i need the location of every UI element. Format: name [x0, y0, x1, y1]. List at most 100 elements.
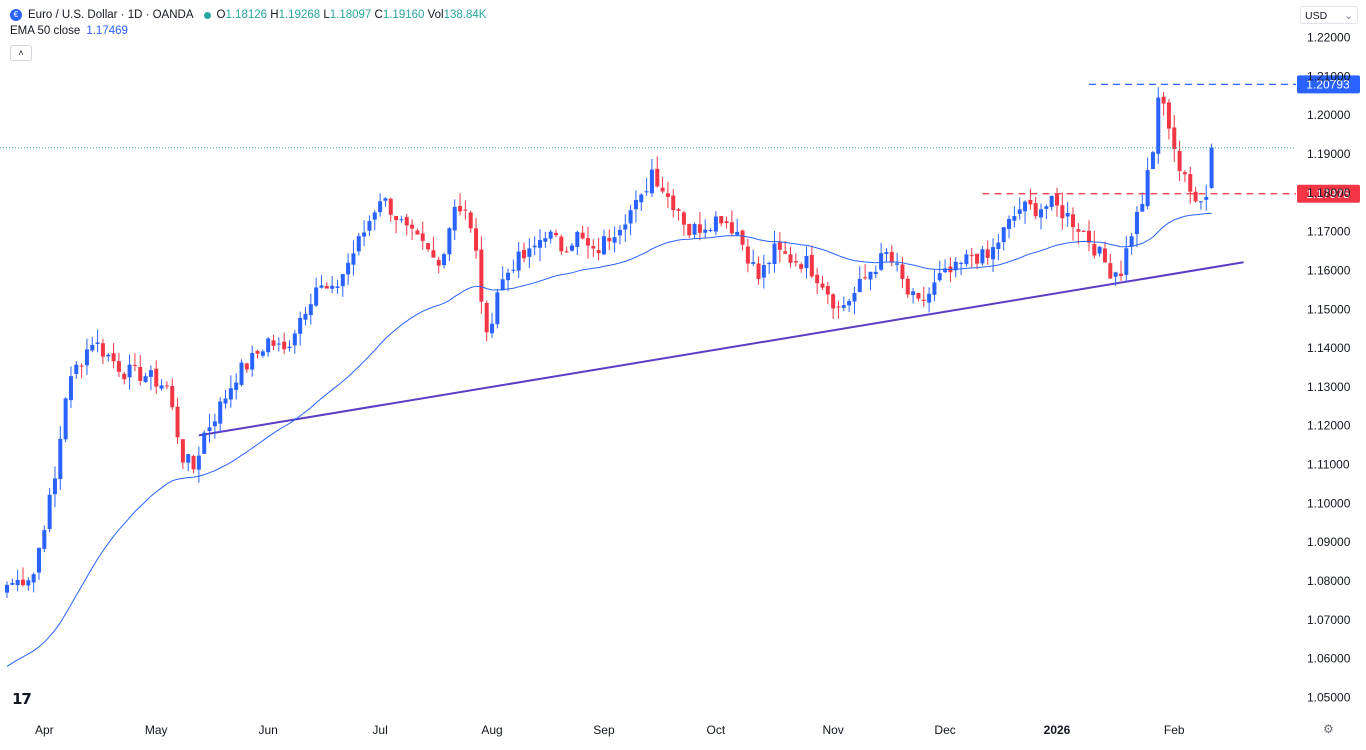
candle-body: [31, 574, 36, 583]
candle-body: [415, 230, 420, 235]
candle: [474, 218, 479, 259]
candle-body: [5, 584, 9, 593]
candle-body: [1071, 214, 1075, 228]
candle: [1012, 206, 1017, 228]
candle: [1129, 232, 1134, 255]
candle-body: [170, 385, 175, 408]
candle: [607, 229, 612, 251]
currency-selector[interactable]: USD ⌄: [1300, 6, 1358, 24]
candle: [793, 253, 798, 267]
candle-body: [58, 438, 63, 480]
y-axis-tick-label: 1.06000: [1307, 652, 1351, 666]
candle: [1193, 186, 1198, 203]
candle: [250, 345, 255, 377]
candle-body: [1097, 246, 1102, 254]
candle-body: [777, 241, 782, 250]
candle-body: [298, 317, 303, 334]
candle: [884, 248, 889, 263]
candle: [905, 275, 910, 298]
y-axis-tick-label: 1.05000: [1307, 690, 1351, 704]
candle-body: [1060, 205, 1065, 219]
candle: [490, 312, 495, 338]
candle-body: [303, 313, 308, 320]
candle-body: [431, 250, 436, 258]
candle: [228, 375, 233, 408]
ascending-trendline: [198, 261, 1244, 437]
candle-body: [212, 421, 217, 427]
candle-body: [474, 228, 479, 251]
candle-body: [90, 344, 95, 351]
candle-body: [68, 376, 73, 401]
currency-value: USD: [1305, 10, 1328, 22]
candle-body: [585, 238, 590, 246]
candle: [298, 311, 303, 346]
candle-body: [809, 254, 814, 277]
candle: [143, 372, 148, 383]
candle-body: [1028, 199, 1033, 205]
candle: [218, 397, 223, 433]
candle-body: [788, 254, 793, 263]
candle-body: [447, 228, 452, 255]
y-axis-tick-label: 1.13000: [1307, 380, 1351, 394]
candle: [90, 336, 95, 353]
x-axis-tick-label: Jul: [372, 723, 387, 737]
resistance-price-label: 1.20793: [1306, 77, 1350, 91]
candle: [900, 257, 905, 289]
gear-icon[interactable]: ⚙: [1323, 722, 1334, 736]
tradingview-logo[interactable]: 17: [12, 690, 32, 708]
candle-body: [1134, 211, 1139, 234]
candle: [1166, 98, 1171, 140]
candle-body: [575, 231, 580, 247]
low-label: L: [323, 9, 330, 21]
candle-body: [479, 249, 484, 302]
candle: [873, 265, 878, 278]
candle-body: [607, 237, 612, 242]
candle-body: [985, 249, 990, 258]
candle: [788, 246, 793, 268]
market-status-icon: [203, 11, 211, 19]
candle-body: [223, 398, 228, 404]
candle-body: [202, 432, 207, 454]
candle: [468, 210, 473, 233]
candle-body: [847, 301, 852, 306]
symbol-title[interactable]: Euro / U.S. Dollar · 1D · OANDA: [28, 9, 194, 21]
candle: [857, 266, 862, 293]
candle-body: [820, 283, 825, 288]
low-value: 1.18097: [329, 9, 372, 21]
y-axis-tick-label: 1.15000: [1307, 302, 1351, 316]
candle-body: [228, 388, 233, 400]
candle: [937, 260, 942, 282]
candle: [372, 210, 377, 231]
collapse-legend-button[interactable]: ˄: [10, 45, 32, 61]
candle: [553, 229, 558, 238]
x-axis-tick-label: Dec: [934, 723, 955, 737]
candle-body: [804, 256, 809, 269]
candle-body: [1007, 218, 1012, 229]
indicator-label[interactable]: EMA 50 close: [10, 25, 81, 37]
candle: [761, 254, 766, 289]
candle: [127, 354, 132, 390]
candle: [1209, 143, 1214, 190]
candle-body: [580, 232, 585, 239]
candle-body: [921, 299, 926, 302]
candle-body: [148, 370, 153, 377]
candle: [847, 298, 852, 313]
candle: [649, 158, 654, 198]
x-axis-tick-label: Oct: [707, 723, 726, 737]
candle-body: [186, 454, 191, 463]
candle-body: [516, 251, 521, 271]
candle-body: [255, 350, 260, 354]
candle: [660, 176, 665, 194]
candle: [479, 236, 484, 314]
candle-body: [484, 302, 489, 333]
candle-body: [857, 278, 862, 292]
candle-body: [756, 263, 761, 280]
resistance-price-tag: [1297, 75, 1360, 94]
candle: [601, 229, 606, 256]
candle: [756, 256, 761, 285]
x-axis-tick-label: 2026: [1044, 723, 1071, 737]
candle: [52, 466, 57, 508]
candle: [729, 210, 734, 237]
volume-value: 138.84K: [443, 9, 487, 21]
